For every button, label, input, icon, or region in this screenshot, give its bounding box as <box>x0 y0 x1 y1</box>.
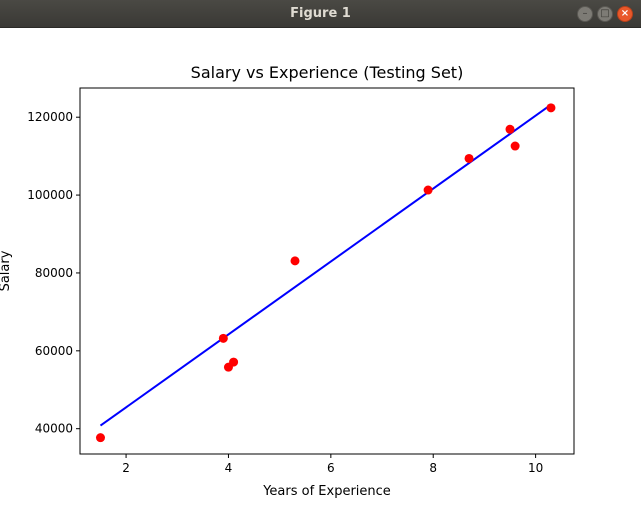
x-tick-label: 8 <box>429 461 437 475</box>
plot-frame <box>79 87 575 455</box>
window-titlebar: Figure 1 – □ × <box>0 0 641 28</box>
y-tick-label: 100000 <box>27 188 73 202</box>
window-title: Figure 1 <box>290 6 351 21</box>
scatter-chart: Salary vs Experience (Testing Set) 2 4 6 8 1… <box>0 63 575 499</box>
data-point-6 <box>423 185 433 195</box>
y-tick-label: 80000 <box>35 266 73 280</box>
x-tick-label: 4 <box>225 461 233 475</box>
y-tick-label: 120000 <box>27 110 73 124</box>
close-icon: × <box>620 8 630 19</box>
chart-title: Salary vs Experience (Testing Set) <box>191 63 464 82</box>
y-tick-label: 60000 <box>35 344 73 358</box>
data-point-7 <box>464 153 474 163</box>
y-axis-label: Salary <box>0 250 13 291</box>
maximize-button[interactable]: □ <box>597 6 613 22</box>
data-point-8 <box>505 124 515 134</box>
y-tick-label: 40000 <box>35 422 73 436</box>
data-point-5 <box>290 256 300 266</box>
x-axis: 2 4 6 8 10 <box>122 454 543 475</box>
y-axis: 40000 60000 80000 100000 120000 <box>27 110 80 436</box>
figure-canvas: Salary vs Experience (Testing Set) 2 4 6 8 1… <box>0 28 641 510</box>
data-point-1 <box>95 433 105 443</box>
minimize-icon: – <box>582 8 588 19</box>
plot-content <box>95 103 556 443</box>
x-axis-label: Years of Experience <box>262 484 391 499</box>
close-button[interactable]: × <box>617 6 633 22</box>
data-point-9 <box>510 141 520 151</box>
data-point-10 <box>546 103 556 113</box>
x-tick-label: 2 <box>122 461 130 475</box>
regression-line <box>99 103 552 427</box>
x-tick-label: 10 <box>528 461 543 475</box>
x-tick-label: 6 <box>327 461 335 475</box>
data-point-2 <box>218 333 228 343</box>
maximize-icon: □ <box>600 8 610 19</box>
data-point-4 <box>229 357 239 367</box>
minimize-button[interactable]: – <box>577 6 593 22</box>
